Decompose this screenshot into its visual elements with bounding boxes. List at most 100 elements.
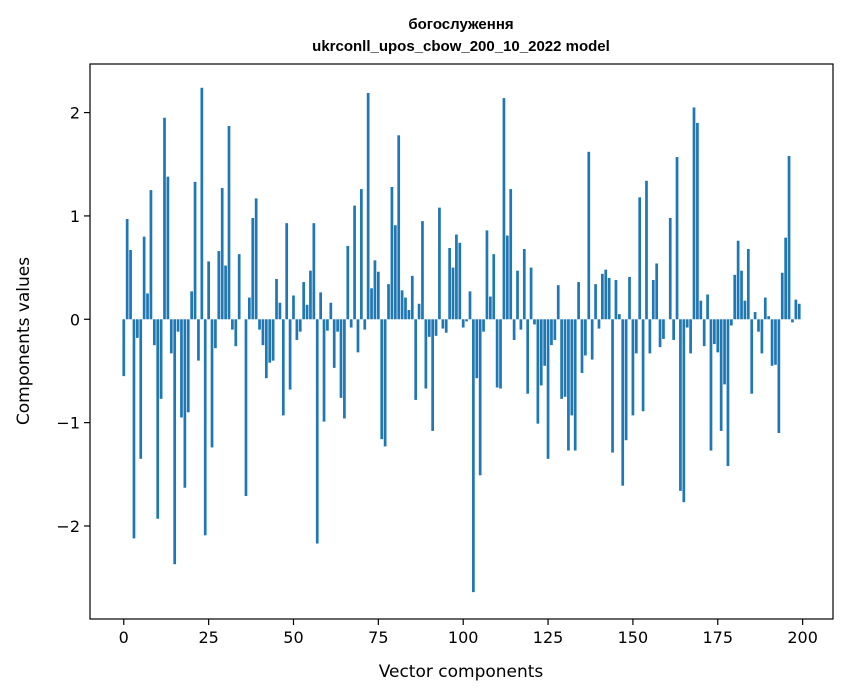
bar-59 (322, 319, 326, 422)
bar-183 (743, 300, 747, 320)
bar-99 (458, 242, 462, 320)
bar-158 (658, 319, 662, 348)
bar-15 (173, 319, 177, 565)
bar-172 (706, 294, 709, 320)
bar-111 (499, 319, 502, 389)
bar-115 (512, 319, 516, 340)
bar-108 (488, 296, 492, 320)
bar-93 (438, 207, 441, 320)
bar-110 (495, 319, 499, 388)
bar-74 (373, 260, 377, 320)
bar-100 (461, 319, 465, 328)
bar-24 (203, 319, 207, 536)
bar-124 (543, 319, 547, 366)
bar-19 (186, 319, 190, 413)
bar-113 (505, 235, 509, 320)
bar-182 (740, 270, 743, 320)
bar-92 (434, 319, 438, 336)
bar-73 (370, 288, 373, 320)
bar-192 (774, 319, 777, 365)
bar-122 (536, 319, 540, 424)
bar-178 (726, 319, 730, 467)
bar-132 (570, 319, 574, 416)
bar-129 (560, 319, 563, 399)
bar-188 (760, 319, 764, 354)
bar-137 (587, 151, 591, 320)
bar-90 (427, 319, 431, 337)
bar-58 (319, 292, 322, 320)
bar-71 (363, 319, 367, 330)
bar-88 (421, 221, 424, 320)
bar-55 (309, 270, 312, 320)
y-tick-label: −2 (56, 517, 80, 536)
x-axis: 0 25 50 75 100 125 150 175 200 (119, 619, 818, 647)
bar-6 (142, 236, 146, 320)
x-tick-label: 50 (283, 628, 303, 647)
bar-103 (472, 319, 475, 593)
bar-142 (604, 269, 608, 320)
bar-187 (757, 319, 760, 332)
x-tick-label: 175 (702, 628, 733, 647)
bar-186 (753, 312, 757, 320)
bar-139 (594, 284, 597, 320)
bar-163 (675, 157, 679, 320)
bar-31 (227, 126, 231, 320)
bar-72 (366, 92, 370, 320)
bar-13 (166, 176, 170, 320)
bar-33 (234, 319, 238, 347)
bar-159 (662, 319, 665, 339)
bar-36 (244, 319, 248, 497)
bar-194 (780, 272, 784, 320)
bar-11 (159, 319, 163, 399)
bar-144 (611, 319, 614, 453)
x-tick-label: 0 (119, 628, 129, 647)
bar-128 (556, 285, 560, 320)
bar-5 (139, 319, 143, 459)
bar-138 (590, 319, 594, 360)
bar-106 (482, 319, 485, 332)
bar-125 (546, 319, 550, 459)
bars-group (122, 87, 801, 593)
bar-149 (628, 276, 631, 320)
bar-44 (271, 319, 275, 361)
bar-29 (220, 188, 224, 320)
bar-45 (275, 278, 278, 320)
bar-184 (746, 249, 750, 320)
bar-177 (723, 319, 726, 385)
bar-12 (163, 117, 166, 320)
bar-83 (404, 297, 407, 320)
bar-136 (584, 319, 587, 356)
bar-53 (302, 282, 306, 320)
bar-198 (794, 299, 798, 320)
y-tick-label: 0 (70, 310, 80, 329)
bar-94 (441, 319, 445, 329)
bar-28 (217, 251, 221, 320)
bar-148 (624, 319, 628, 441)
bar-167 (689, 319, 692, 354)
bar-87 (417, 303, 421, 320)
bar-134 (577, 282, 580, 320)
bar-101 (465, 319, 468, 322)
bar-9 (152, 319, 156, 346)
y-tick-label: −1 (56, 414, 80, 433)
bar-39 (254, 198, 258, 320)
bar-63 (336, 319, 339, 332)
bar-143 (607, 277, 611, 320)
bar-97 (451, 267, 455, 320)
bar-130 (563, 319, 567, 397)
bar-173 (709, 319, 713, 451)
bar-25 (207, 261, 210, 320)
bar-60 (326, 319, 329, 331)
bar-123 (539, 319, 543, 386)
bar-54 (305, 304, 309, 320)
bar-161 (668, 217, 672, 320)
bar-67 (349, 319, 353, 328)
bar-30 (224, 265, 227, 320)
x-tick-label: 25 (198, 628, 218, 647)
bar-164 (679, 319, 682, 491)
bar-175 (716, 319, 720, 353)
bar-2 (129, 250, 132, 320)
bar-196 (787, 155, 791, 320)
bar-49 (288, 319, 292, 390)
